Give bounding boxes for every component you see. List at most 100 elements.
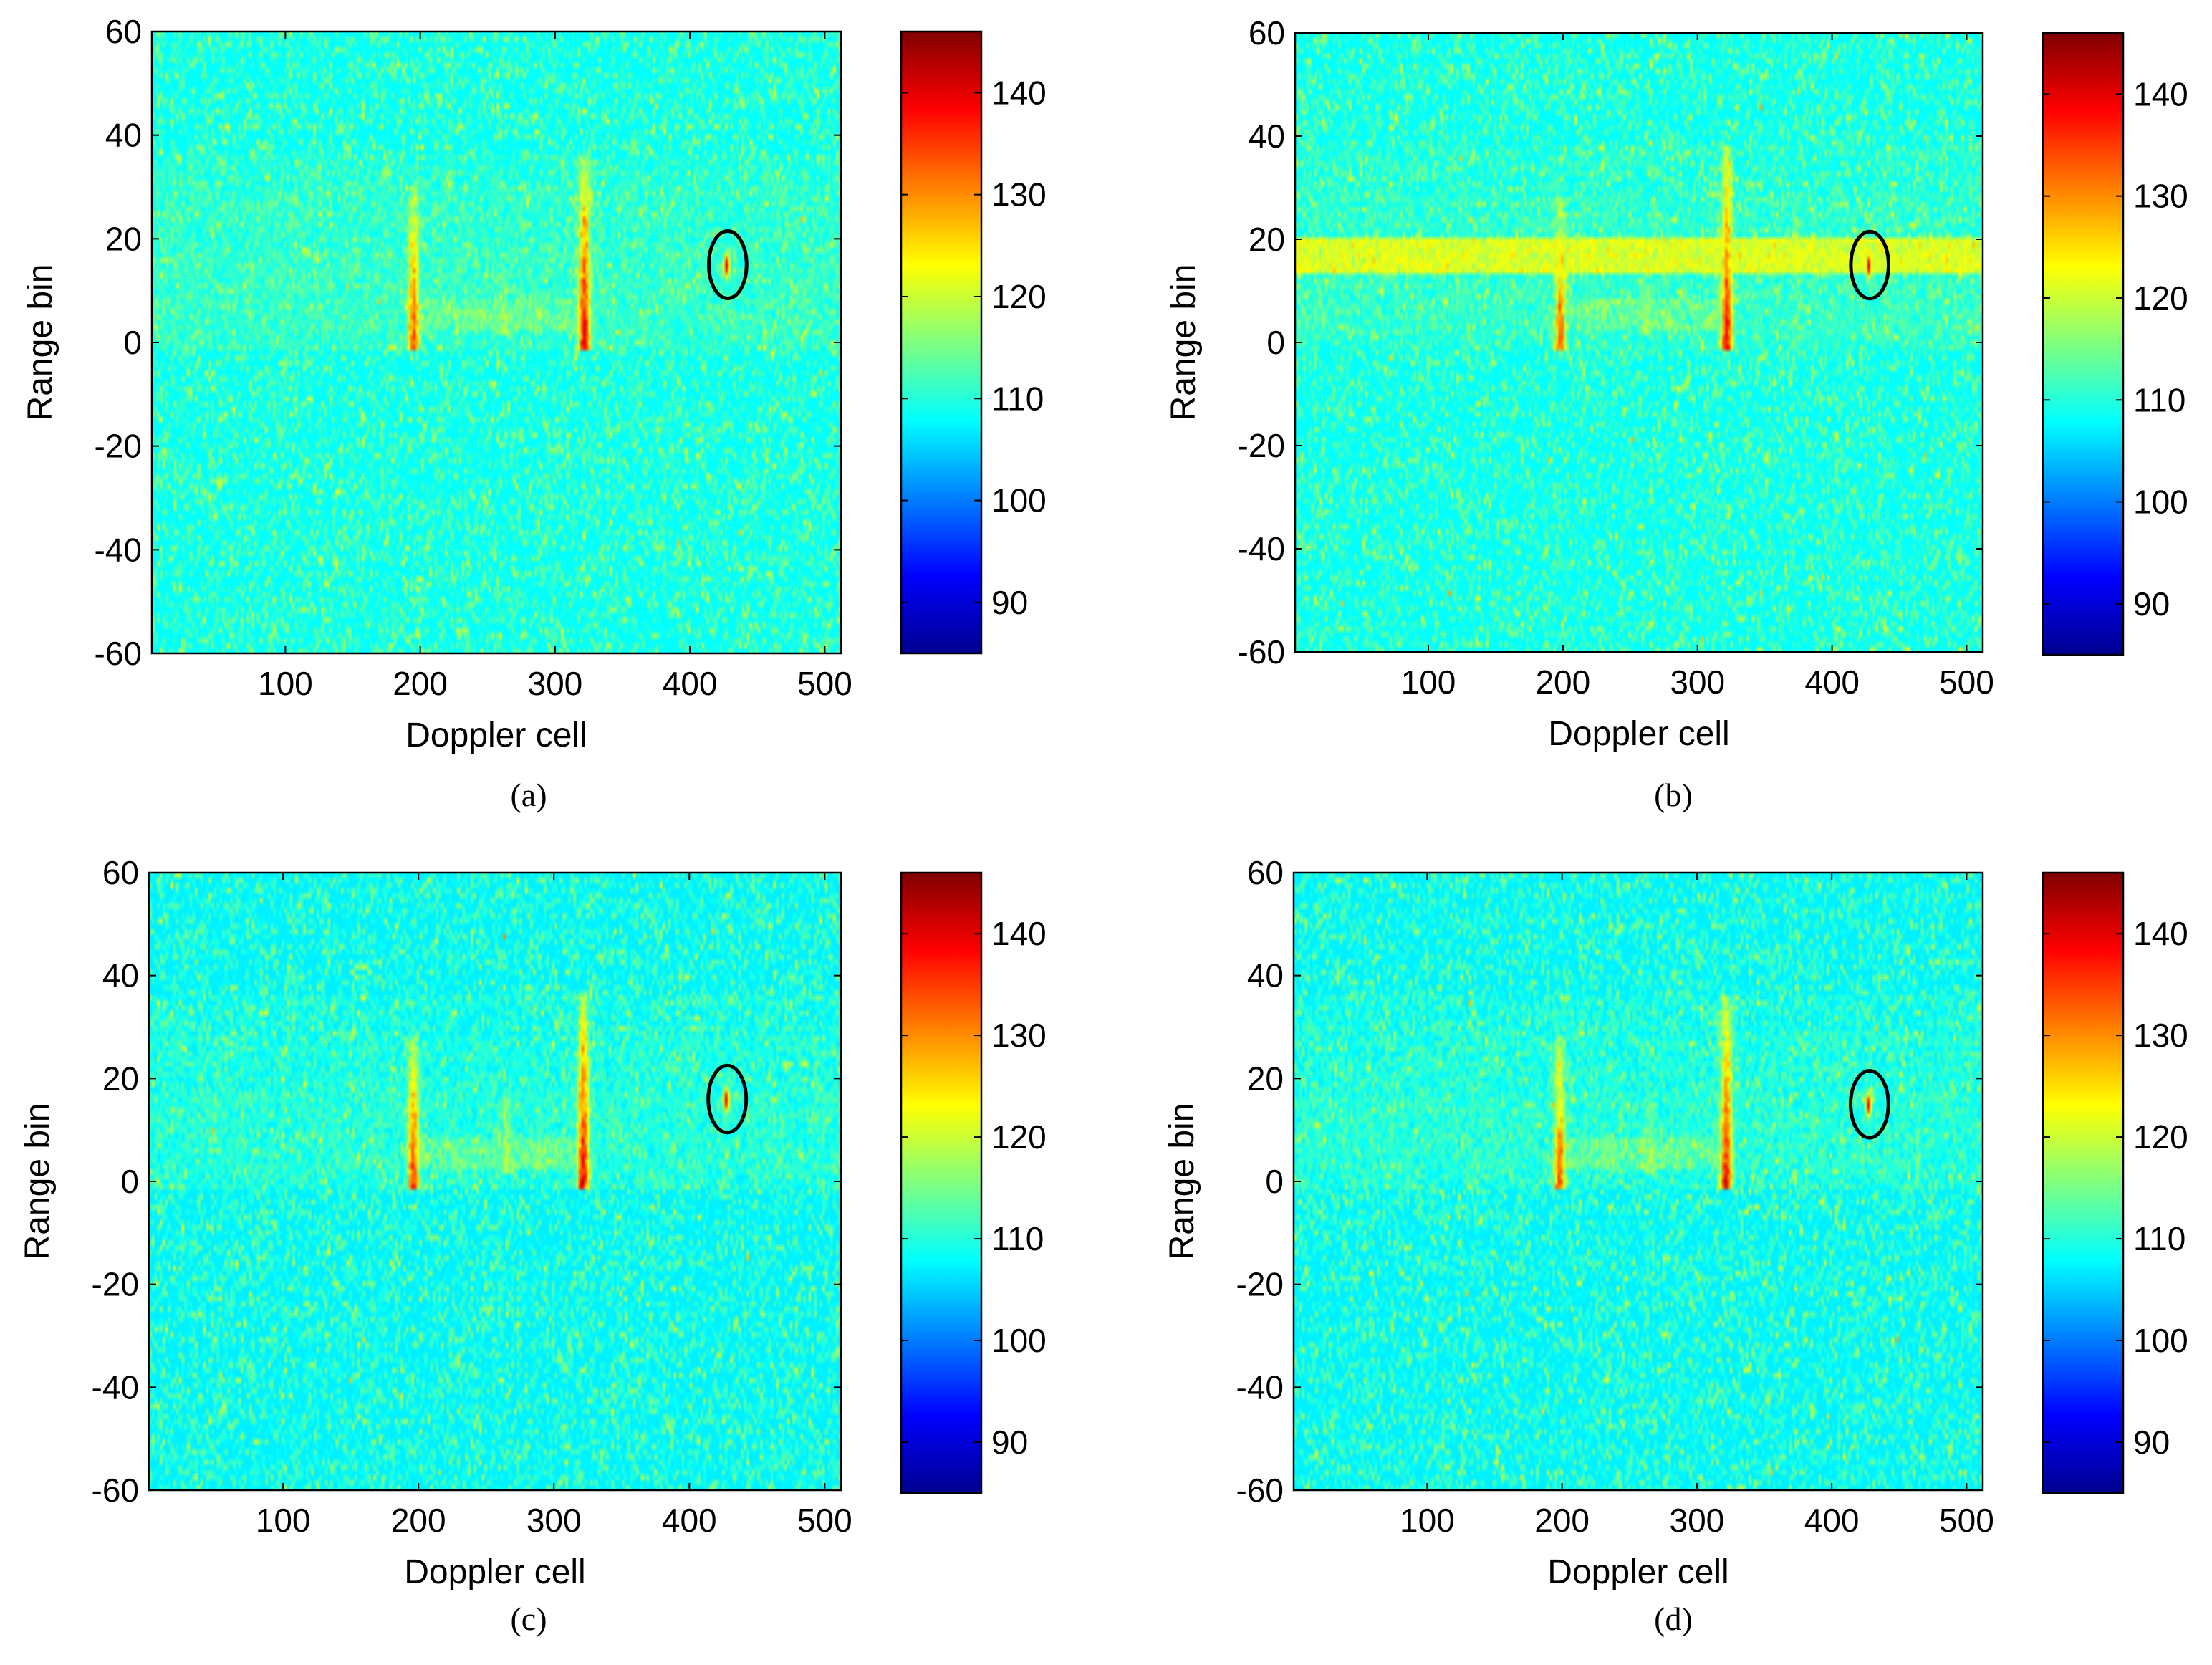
y-tick-label: 20: [1249, 221, 1285, 258]
x-tick-label: 400: [1804, 663, 1860, 701]
y-tick-label: 40: [105, 117, 142, 154]
colorbar-tick-label: 130: [991, 176, 1047, 213]
y-tick-label: -40: [92, 1368, 139, 1406]
colorbar-tick-label: 140: [991, 915, 1047, 952]
y-tick-label: -40: [1236, 1368, 1284, 1406]
target-marker-ellipse: [706, 1063, 749, 1135]
colorbar-tick-label: 120: [2133, 279, 2188, 317]
colorbar-tick-label: 90: [2133, 585, 2170, 623]
x-tick-label: 500: [1939, 1502, 1994, 1539]
y-tick-label: 0: [1265, 1163, 1284, 1200]
colorbar-tick-label: 130: [2133, 1017, 2188, 1054]
y-tick-label: 0: [120, 1163, 139, 1200]
x-tick-label: 300: [1670, 663, 1725, 701]
y-tick-label: -20: [1238, 427, 1285, 464]
y-tick-label: 60: [1249, 14, 1285, 52]
colorbar-tick-label: 140: [2133, 75, 2188, 112]
y-tick-label: 0: [123, 324, 142, 361]
colorbar-tick-label: 90: [991, 584, 1028, 621]
y-tick-label: 40: [1247, 957, 1284, 994]
colorbar-tick-label: 100: [991, 482, 1047, 519]
x-tick-label: 100: [256, 1502, 311, 1539]
x-tick-label: 100: [1401, 663, 1456, 701]
colorbar-tick-label: 130: [2133, 178, 2188, 215]
target-marker-ellipse: [1849, 229, 1890, 301]
y-tick-label: 40: [102, 957, 139, 994]
heatmap-image: [152, 32, 841, 653]
x-axis-label: Doppler cell: [1548, 715, 1729, 753]
x-tick-label: 500: [797, 1502, 852, 1539]
colorbar-tick-label: 90: [2133, 1424, 2170, 1461]
y-axis-label: Range bin: [1163, 1103, 1201, 1260]
colorbar-tick-label: 130: [991, 1017, 1047, 1054]
target-marker-ellipse: [707, 229, 749, 301]
y-tick-label: -60: [92, 1472, 139, 1509]
x-tick-label: 100: [258, 665, 313, 702]
y-tick-label: -20: [92, 1266, 139, 1303]
x-tick-label: 500: [1939, 663, 1994, 701]
panel-caption: (a): [510, 777, 547, 813]
colorbar-tick-label: 100: [991, 1322, 1047, 1359]
x-tick-label: 400: [662, 1502, 717, 1539]
x-axis-label: Doppler cell: [1547, 1553, 1728, 1591]
x-tick-label: 200: [1535, 663, 1590, 701]
colorbar-tick-label: 110: [2133, 1220, 2185, 1257]
colorbar-tick-label: 110: [2133, 381, 2185, 418]
colorbar-tick-label: 140: [2133, 915, 2188, 952]
x-tick-label: 200: [1534, 1502, 1590, 1539]
panel-caption: (c): [510, 1601, 547, 1637]
y-tick-label: 60: [102, 854, 139, 891]
x-tick-label: 200: [393, 665, 448, 702]
y-tick-label: -60: [1236, 1472, 1284, 1509]
y-axis-label: Range bin: [21, 264, 59, 421]
heatmap-image: [1294, 873, 1983, 1490]
x-axis-label: Doppler cell: [404, 1553, 585, 1591]
x-tick-label: 300: [526, 1502, 582, 1539]
y-tick-label: -60: [95, 635, 142, 672]
x-tick-label: 400: [663, 665, 718, 702]
x-tick-label: 400: [1804, 1502, 1860, 1539]
heatmap-image: [149, 873, 841, 1490]
colorbar-tick-label: 110: [991, 1220, 1044, 1257]
y-tick-label: -40: [95, 531, 142, 568]
y-axis-label: Range bin: [19, 1103, 57, 1260]
y-tick-label: -20: [1236, 1266, 1284, 1303]
x-tick-label: 300: [1670, 1502, 1725, 1539]
y-tick-label: 60: [1247, 854, 1284, 891]
y-tick-label: 20: [105, 220, 142, 257]
y-axis-label: Range bin: [1165, 264, 1203, 421]
colorbar: [2042, 871, 2125, 1494]
colorbar: [900, 30, 983, 655]
x-axis-label: Doppler cell: [405, 716, 587, 754]
colorbar-tick-label: 120: [991, 1118, 1047, 1156]
x-tick-label: 100: [1400, 1502, 1455, 1539]
y-tick-label: -40: [1238, 530, 1285, 567]
panel-caption: (d): [1654, 1601, 1693, 1637]
x-tick-label: 500: [797, 665, 852, 702]
colorbar-tick-label: 100: [2133, 484, 2188, 521]
colorbar-tick-label: 100: [2133, 1322, 2188, 1359]
heatmap-image: [1295, 33, 1983, 652]
target-marker-ellipse: [1849, 1069, 1890, 1140]
y-tick-label: 20: [1247, 1060, 1284, 1097]
colorbar: [2042, 32, 2125, 656]
x-tick-label: 200: [391, 1502, 446, 1539]
colorbar: [900, 871, 983, 1494]
y-tick-label: 40: [1249, 117, 1285, 155]
colorbar-tick-label: 90: [991, 1424, 1028, 1461]
y-tick-label: 20: [102, 1060, 139, 1097]
colorbar-tick-label: 120: [2133, 1118, 2188, 1156]
panel-caption: (b): [1654, 777, 1693, 813]
colorbar-tick-label: 120: [991, 278, 1047, 315]
colorbar-tick-label: 140: [991, 74, 1047, 111]
colorbar-tick-label: 110: [991, 380, 1044, 417]
y-tick-label: 0: [1266, 324, 1285, 361]
y-tick-label: 60: [105, 13, 142, 50]
x-tick-label: 300: [528, 665, 583, 702]
y-tick-label: -20: [95, 428, 142, 465]
